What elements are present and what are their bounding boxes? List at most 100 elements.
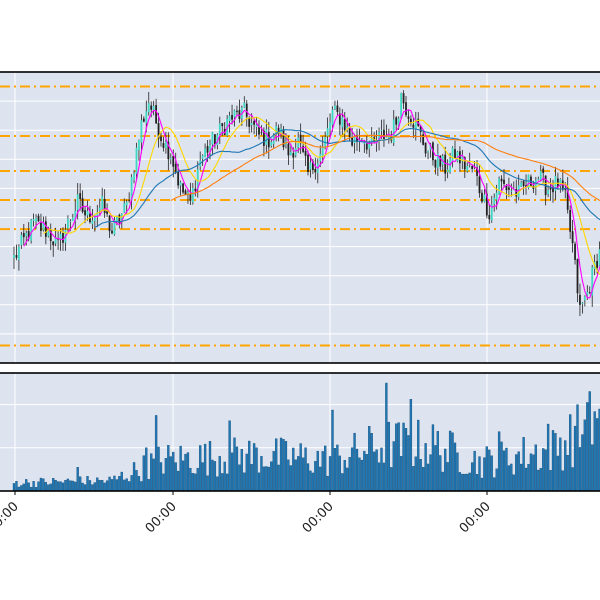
- volume-bar: [539, 467, 542, 491]
- candle: [218, 116, 221, 144]
- candle: [338, 107, 341, 136]
- candle: [40, 213, 42, 237]
- volume-bar: [86, 476, 89, 491]
- candle: [248, 116, 251, 134]
- candle: [419, 125, 422, 143]
- volume-bar: [252, 443, 256, 491]
- candle: [204, 143, 206, 158]
- volume-bar: [115, 479, 119, 491]
- volume-bar: [169, 456, 172, 491]
- candle: [236, 105, 238, 116]
- candle: [571, 220, 574, 253]
- volume-bar: [140, 481, 143, 491]
- candle: [182, 182, 184, 195]
- volume-bar: [228, 420, 231, 491]
- volume-bar: [316, 450, 319, 491]
- volume-bar: [306, 463, 310, 491]
- volume-bar: [76, 467, 79, 491]
- volume-bar: [194, 473, 197, 491]
- volume-bar: [578, 447, 582, 491]
- volume-bar: [468, 472, 471, 491]
- candle: [160, 132, 162, 147]
- candle: [591, 264, 594, 307]
- candle: [329, 113, 331, 139]
- volume-bar: [534, 444, 537, 491]
- volume-bar: [37, 481, 40, 491]
- volume-bar: [238, 464, 241, 491]
- volume-bar: [25, 479, 28, 491]
- volume-bar: [546, 423, 550, 491]
- volume-bar: [419, 459, 422, 491]
- volume-bar: [113, 475, 116, 491]
- candle: [165, 131, 167, 154]
- candle: [326, 117, 329, 147]
- volume-bar: [199, 445, 202, 491]
- candle: [481, 189, 483, 204]
- candle: [353, 133, 356, 154]
- volume-bar: [71, 480, 74, 491]
- candle: [20, 231, 23, 249]
- candle: [444, 146, 447, 182]
- candle: [22, 223, 25, 246]
- volume-bar: [451, 432, 454, 491]
- volume-bar: [255, 447, 258, 491]
- x-tick-label: 00:00: [143, 499, 180, 536]
- candle: [525, 174, 527, 195]
- candle: [405, 95, 407, 118]
- volume-bar: [520, 463, 523, 491]
- volume-bar: [434, 445, 437, 491]
- volume-bar: [108, 476, 111, 491]
- volume-bar: [537, 469, 540, 491]
- volume-bar: [181, 460, 185, 491]
- volume-bar: [426, 463, 430, 491]
- candle: [471, 165, 474, 173]
- volume-bar: [402, 422, 405, 491]
- volume-bar: [569, 414, 572, 491]
- volume-bar: [196, 467, 199, 491]
- volume-bar: [118, 476, 121, 491]
- volume-bar: [157, 446, 160, 491]
- volume-bar: [59, 481, 62, 491]
- volume-bar: [49, 483, 52, 491]
- candle: [37, 213, 40, 222]
- volume-bar: [387, 421, 391, 491]
- volume-bar: [404, 428, 408, 491]
- candle: [302, 134, 304, 154]
- volume-bar: [105, 480, 109, 491]
- volume-bar: [294, 459, 297, 491]
- candle: [427, 150, 429, 160]
- volume-bar: [446, 462, 449, 491]
- volume-bar: [277, 464, 280, 491]
- candle: [522, 179, 525, 195]
- volume-bar: [424, 443, 427, 491]
- candle: [260, 125, 263, 136]
- volume-bar: [417, 419, 420, 491]
- volume-bars: [12, 382, 600, 491]
- candle: [583, 295, 586, 307]
- candle: [424, 142, 427, 158]
- volume-bar: [382, 462, 386, 491]
- candle: [214, 134, 216, 149]
- volume-bar: [593, 411, 596, 491]
- volume-bar: [93, 482, 96, 491]
- candle: [412, 117, 415, 138]
- volume-bar: [421, 467, 425, 491]
- volume-bar: [399, 456, 403, 491]
- candle: [103, 189, 106, 218]
- volume-bar: [274, 438, 278, 491]
- candle: [270, 138, 273, 148]
- volume-bar: [145, 447, 148, 491]
- volume-bar: [453, 442, 457, 491]
- candle: [157, 112, 160, 148]
- volume-bar: [279, 437, 283, 491]
- volume-bar: [152, 458, 155, 491]
- volume-bar: [595, 418, 599, 491]
- candle: [174, 152, 177, 175]
- volume-bar: [186, 452, 190, 491]
- volume-bar: [461, 473, 464, 491]
- volume-bar: [456, 452, 459, 491]
- candle: [86, 200, 89, 221]
- volume-bar: [338, 455, 342, 491]
- candle: [91, 209, 94, 229]
- candle: [243, 96, 246, 109]
